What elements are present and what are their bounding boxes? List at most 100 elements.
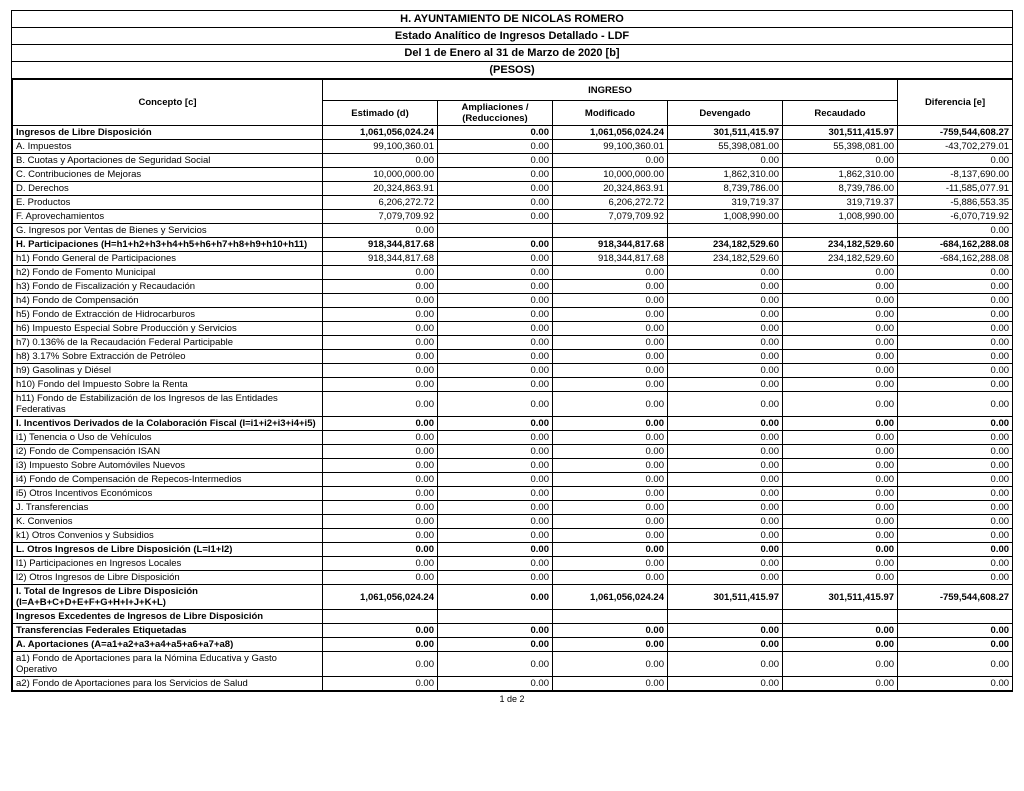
value-cell: 0.00 [898, 378, 1013, 392]
value-cell: 0.00 [323, 571, 438, 585]
value-cell: 0.00 [898, 280, 1013, 294]
table-row: i1) Tenencia o Uso de Vehículos0.000.000… [13, 431, 1013, 445]
value-cell: 918,344,817.68 [553, 238, 668, 252]
value-cell: 301,511,415.97 [783, 585, 898, 610]
concept-cell: h10) Fondo del Impuesto Sobre la Renta [13, 378, 323, 392]
concept-cell: I. Total de Ingresos de Libre Disposició… [13, 585, 323, 610]
value-cell: 0.00 [438, 308, 553, 322]
table-row: Transferencias Federales Etiquetadas0.00… [13, 624, 1013, 638]
value-cell: 234,182,529.60 [783, 238, 898, 252]
value-cell: 1,061,056,024.24 [323, 585, 438, 610]
concept-cell: a1) Fondo de Aportaciones para la Nómina… [13, 652, 323, 677]
value-cell: 0.00 [323, 652, 438, 677]
table-row: A. Aportaciones (A=a1+a2+a3+a4+a5+a6+a7+… [13, 638, 1013, 652]
table-row: G. Ingresos por Ventas de Bienes y Servi… [13, 224, 1013, 238]
concept-cell: i1) Tenencia o Uso de Vehículos [13, 431, 323, 445]
value-cell: 0.00 [323, 677, 438, 691]
value-cell: 0.00 [668, 571, 783, 585]
concept-cell: h3) Fondo de Fiscalización y Recaudación [13, 280, 323, 294]
value-cell: 0.00 [898, 459, 1013, 473]
value-cell: 0.00 [898, 445, 1013, 459]
value-cell: 0.00 [783, 543, 898, 557]
value-cell: 0.00 [323, 364, 438, 378]
table-row: Ingresos Excedentes de Ingresos de Libre… [13, 610, 1013, 624]
value-cell: 0.00 [438, 445, 553, 459]
value-cell: 0.00 [438, 392, 553, 417]
concept-cell: K. Convenios [13, 515, 323, 529]
value-cell: 0.00 [668, 445, 783, 459]
concept-cell: C. Contribuciones de Mejoras [13, 168, 323, 182]
concept-cell: F. Aprovechamientos [13, 210, 323, 224]
value-cell: 6,206,272.72 [323, 196, 438, 210]
value-cell: 1,862,310.00 [668, 168, 783, 182]
value-cell: 0.00 [553, 473, 668, 487]
value-cell: 0.00 [668, 280, 783, 294]
value-cell: 0.00 [898, 487, 1013, 501]
value-cell: 0.00 [898, 417, 1013, 431]
value-cell: 0.00 [438, 473, 553, 487]
value-cell: 0.00 [783, 473, 898, 487]
table-row: i2) Fondo de Compensación ISAN0.000.000.… [13, 445, 1013, 459]
value-cell: 0.00 [668, 322, 783, 336]
table-row: E. Productos6,206,272.720.006,206,272.72… [13, 196, 1013, 210]
value-cell: 0.00 [438, 280, 553, 294]
value-cell: 0.00 [323, 624, 438, 638]
value-cell: 0.00 [438, 571, 553, 585]
value-cell: 0.00 [553, 529, 668, 543]
value-cell: 0.00 [438, 638, 553, 652]
col-modificado: Modificado [553, 101, 668, 126]
value-cell: 0.00 [553, 459, 668, 473]
value-cell: 0.00 [668, 266, 783, 280]
value-cell: 0.00 [553, 154, 668, 168]
value-cell: 99,100,360.01 [553, 140, 668, 154]
concept-cell: h8) 3.17% Sobre Extracción de Petróleo [13, 350, 323, 364]
value-cell: 0.00 [668, 501, 783, 515]
value-cell: -6,070,719.92 [898, 210, 1013, 224]
table-row: K. Convenios0.000.000.000.000.000.00 [13, 515, 1013, 529]
concept-cell: k1) Otros Convenios y Subsidios [13, 529, 323, 543]
value-cell: 0.00 [668, 336, 783, 350]
value-cell: -684,162,288.08 [898, 252, 1013, 266]
value-cell: 918,344,817.68 [323, 252, 438, 266]
value-cell: 0.00 [553, 378, 668, 392]
value-cell: 0.00 [668, 652, 783, 677]
value-cell: 0.00 [668, 392, 783, 417]
value-cell: 0.00 [783, 487, 898, 501]
value-cell: 0.00 [783, 624, 898, 638]
value-cell: 0.00 [783, 677, 898, 691]
value-cell: 1,008,990.00 [783, 210, 898, 224]
value-cell: 0.00 [783, 501, 898, 515]
value-cell: 0.00 [898, 350, 1013, 364]
value-cell: 0.00 [783, 652, 898, 677]
col-ingreso-group: INGRESO [323, 80, 898, 101]
value-cell: 0.00 [898, 515, 1013, 529]
table-row: h4) Fondo de Compensación0.000.000.000.0… [13, 294, 1013, 308]
value-cell: 0.00 [323, 515, 438, 529]
value-cell: -8,137,690.00 [898, 168, 1013, 182]
value-cell: 0.00 [783, 459, 898, 473]
value-cell: 0.00 [783, 571, 898, 585]
value-cell: 0.00 [323, 487, 438, 501]
value-cell: 0.00 [438, 624, 553, 638]
value-cell: 0.00 [438, 529, 553, 543]
value-cell: 0.00 [553, 308, 668, 322]
value-cell: 0.00 [323, 473, 438, 487]
value-cell: 0.00 [323, 308, 438, 322]
value-cell: 0.00 [668, 557, 783, 571]
value-cell: 0.00 [438, 196, 553, 210]
value-cell: 0.00 [438, 543, 553, 557]
value-cell: 0.00 [783, 308, 898, 322]
value-cell: 7,079,709.92 [323, 210, 438, 224]
value-cell: 0.00 [553, 571, 668, 585]
value-cell: 0.00 [898, 224, 1013, 238]
value-cell: 0.00 [553, 487, 668, 501]
value-cell: 0.00 [668, 515, 783, 529]
table-row: h8) 3.17% Sobre Extracción de Petróleo 0.… [13, 350, 1013, 364]
value-cell: 0.00 [438, 459, 553, 473]
table-row: F. Aprovechamientos7,079,709.920.007,079… [13, 210, 1013, 224]
value-cell: 0.00 [783, 364, 898, 378]
concept-cell: B. Cuotas y Aportaciones de Seguridad So… [13, 154, 323, 168]
value-cell: 0.00 [898, 266, 1013, 280]
value-cell: 0.00 [783, 350, 898, 364]
table-row: i3) Impuesto Sobre Automóviles Nuevos0.0… [13, 459, 1013, 473]
